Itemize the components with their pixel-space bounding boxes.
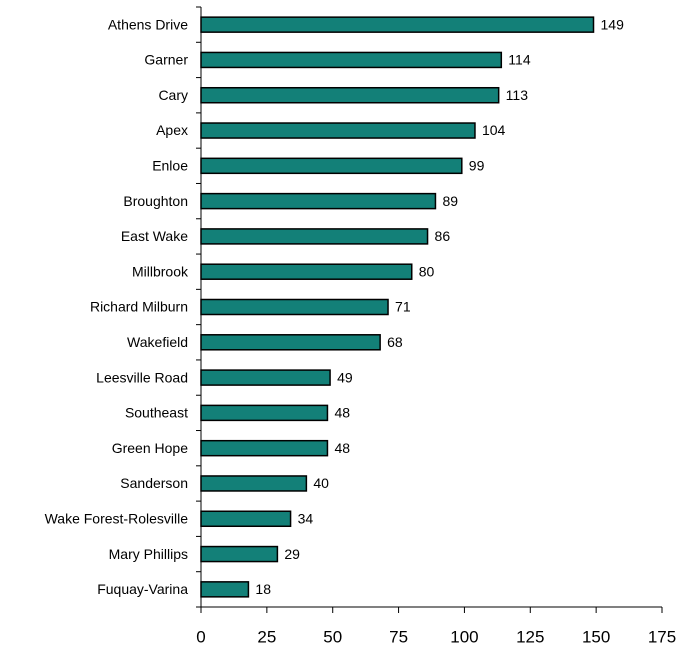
- y-tick-label: Richard Milburn: [90, 299, 188, 315]
- value-label: 86: [435, 228, 451, 244]
- y-tick-label: Millbrook: [132, 263, 189, 279]
- x-tick-label: 50: [323, 627, 342, 646]
- x-tick-label: 175: [648, 627, 676, 646]
- bar: [200, 334, 381, 351]
- x-tick-label: 100: [450, 627, 478, 646]
- bar: [200, 298, 389, 316]
- bar: [200, 475, 308, 492]
- y-tick-label: Athens Drive: [108, 16, 188, 32]
- value-label: 99: [469, 158, 485, 174]
- value-label: 89: [442, 193, 458, 209]
- y-tick-label: Apex: [156, 122, 188, 138]
- y-tick-label: Southeast: [125, 405, 188, 421]
- value-label: 71: [395, 299, 411, 315]
- y-tick-label: Fuquay-Varina: [97, 581, 188, 597]
- bar: [200, 51, 503, 69]
- y-tick-label: Broughton: [123, 193, 188, 209]
- bar: [200, 122, 476, 139]
- y-tick-label: Wakefield: [127, 334, 188, 350]
- x-tick-label: 0: [196, 627, 205, 646]
- x-tick-label: 125: [516, 627, 544, 646]
- y-tick-label: Enloe: [152, 158, 188, 174]
- bar: [200, 86, 500, 104]
- bar: [200, 263, 413, 280]
- x-tick-label: 25: [257, 627, 276, 646]
- x-tick-label: 150: [582, 627, 610, 646]
- bar: [200, 157, 463, 175]
- x-tick-label: 75: [389, 627, 408, 646]
- y-tick-label: Wake Forest-Rolesville: [45, 510, 189, 526]
- bar: [200, 439, 329, 457]
- bar: [200, 545, 279, 563]
- value-label: 29: [284, 546, 300, 562]
- value-label: 49: [337, 369, 353, 385]
- y-tick-label: Mary Phillips: [109, 546, 188, 562]
- y-tick-label: Cary: [158, 87, 188, 103]
- value-label: 40: [313, 475, 329, 491]
- value-label: 68: [387, 334, 403, 350]
- value-label: 18: [255, 581, 271, 597]
- bar: [200, 16, 595, 33]
- bar: [200, 369, 331, 386]
- bar: [200, 228, 429, 245]
- value-label: 113: [506, 87, 529, 103]
- value-label: 114: [508, 52, 531, 68]
- y-tick-label: Green Hope: [112, 440, 188, 456]
- y-tick-label: Leesville Road: [96, 369, 188, 385]
- value-label: 48: [334, 405, 350, 421]
- bar: [200, 404, 329, 422]
- value-label: 34: [298, 510, 314, 526]
- value-label: 48: [334, 440, 350, 456]
- bar: [200, 192, 437, 210]
- y-tick-label: Garner: [144, 52, 188, 68]
- y-tick-label: Sanderson: [120, 475, 188, 491]
- value-label: 80: [419, 263, 435, 279]
- bar: [200, 581, 250, 598]
- y-tick-label: East Wake: [121, 228, 188, 244]
- bar: [200, 510, 292, 528]
- value-label: 104: [482, 122, 506, 138]
- value-label: 149: [601, 16, 625, 32]
